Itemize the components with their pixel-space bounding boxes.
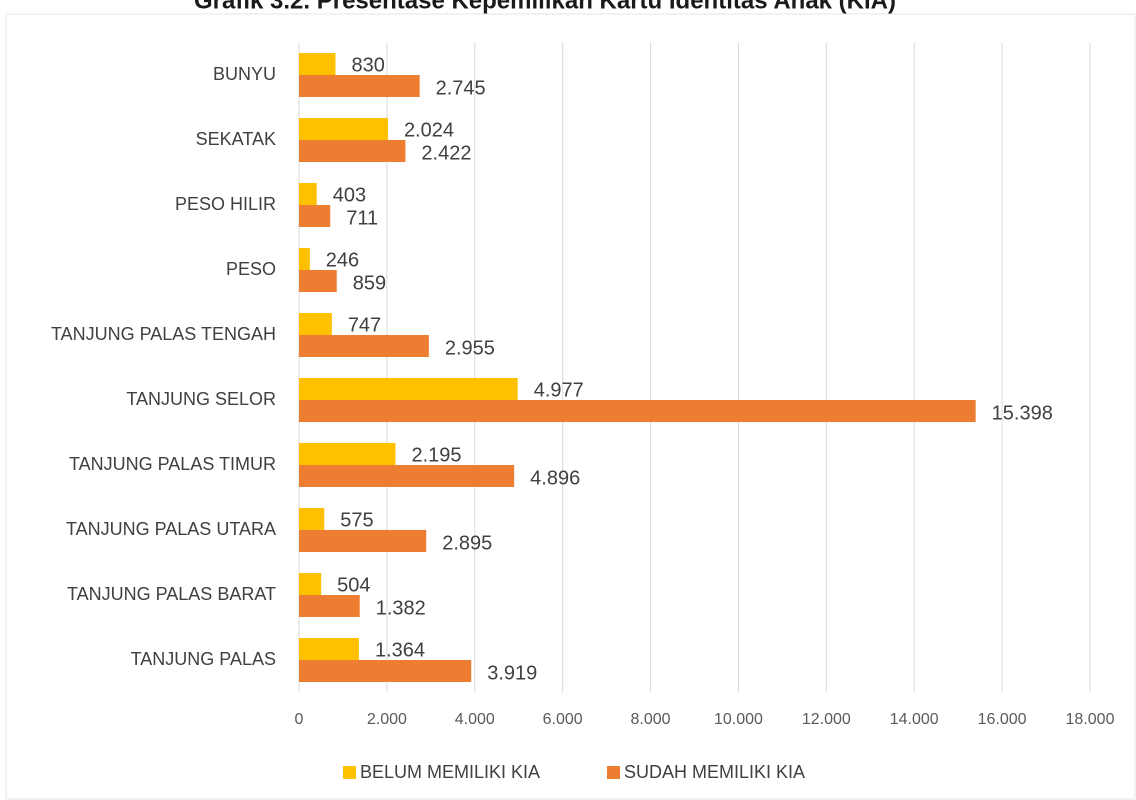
- x-tick-label: 14.000: [890, 711, 939, 728]
- bar: [299, 638, 359, 660]
- data-label: 830: [351, 54, 384, 76]
- data-label: 4.896: [530, 467, 580, 489]
- data-label: 2.422: [421, 142, 471, 164]
- data-label: 246: [326, 249, 359, 271]
- y-tick-label: PESO HILIR: [175, 194, 276, 214]
- data-label: 747: [348, 314, 381, 336]
- y-tick-label: PESO: [226, 259, 276, 279]
- data-label: 1.382: [376, 597, 426, 619]
- bar: [299, 75, 420, 97]
- legend-label: SUDAH MEMILIKI KIA: [624, 762, 805, 782]
- data-label: 4.977: [534, 379, 584, 401]
- data-label: 575: [340, 509, 373, 531]
- x-tick-label: 12.000: [802, 711, 851, 728]
- y-tick-label: TANJUNG PALAS UTARA: [66, 519, 276, 539]
- data-label: 3.919: [487, 662, 537, 684]
- bar: [299, 270, 337, 292]
- bar: [299, 443, 396, 465]
- data-label: 403: [333, 184, 366, 206]
- data-label: 711: [346, 207, 378, 229]
- data-label: 2.895: [442, 532, 492, 554]
- bar: [299, 118, 388, 140]
- data-label: 1.364: [375, 639, 425, 661]
- bar: [299, 313, 332, 335]
- x-tick-label: 10.000: [714, 711, 763, 728]
- data-label: 2.955: [445, 337, 495, 359]
- bar: [299, 335, 429, 357]
- bar: [299, 400, 976, 422]
- legend-swatch: [343, 766, 356, 779]
- bar: [299, 378, 518, 400]
- y-tick-label: TANJUNG PALAS BARAT: [67, 584, 276, 604]
- bar: [299, 660, 472, 682]
- bar: [299, 183, 317, 205]
- x-tick-label: 6.000: [543, 711, 583, 728]
- bar: [299, 248, 310, 270]
- x-tick-label: 2.000: [367, 711, 407, 728]
- bar: [299, 595, 360, 617]
- data-label: 859: [353, 272, 386, 294]
- x-tick-label: 18.000: [1066, 711, 1115, 728]
- y-tick-label: TANJUNG PALAS TENGAH: [51, 324, 276, 344]
- y-tick-label: TANJUNG SELOR: [126, 389, 276, 409]
- x-tick-label: 4.000: [455, 711, 495, 728]
- y-tick-label: BUNYU: [213, 64, 276, 84]
- data-label: 504: [337, 574, 370, 596]
- y-tick-label: TANJUNG PALAS TIMUR: [69, 454, 276, 474]
- x-tick-label: 0: [295, 711, 304, 728]
- bar: [299, 573, 322, 595]
- data-label: 2.024: [404, 119, 454, 141]
- y-tick-label: SEKATAK: [196, 129, 276, 149]
- bar: [299, 53, 336, 75]
- legend-swatch: [607, 766, 620, 779]
- data-label: 2.195: [411, 444, 461, 466]
- x-tick-label: 8.000: [631, 711, 671, 728]
- chart-title: Grafik 3.2. Presentase Kepemilikan Kartu…: [194, 0, 896, 14]
- data-label: 15.398: [992, 402, 1053, 424]
- bar: [299, 465, 515, 487]
- bar: [299, 508, 325, 530]
- bar: [299, 530, 427, 552]
- bar: [299, 205, 331, 227]
- y-tick-label: TANJUNG PALAS: [131, 649, 276, 669]
- data-label: 2.745: [436, 77, 486, 99]
- legend-label: BELUM MEMILIKI KIA: [360, 762, 540, 782]
- bar: [299, 140, 406, 162]
- x-tick-label: 16.000: [978, 711, 1027, 728]
